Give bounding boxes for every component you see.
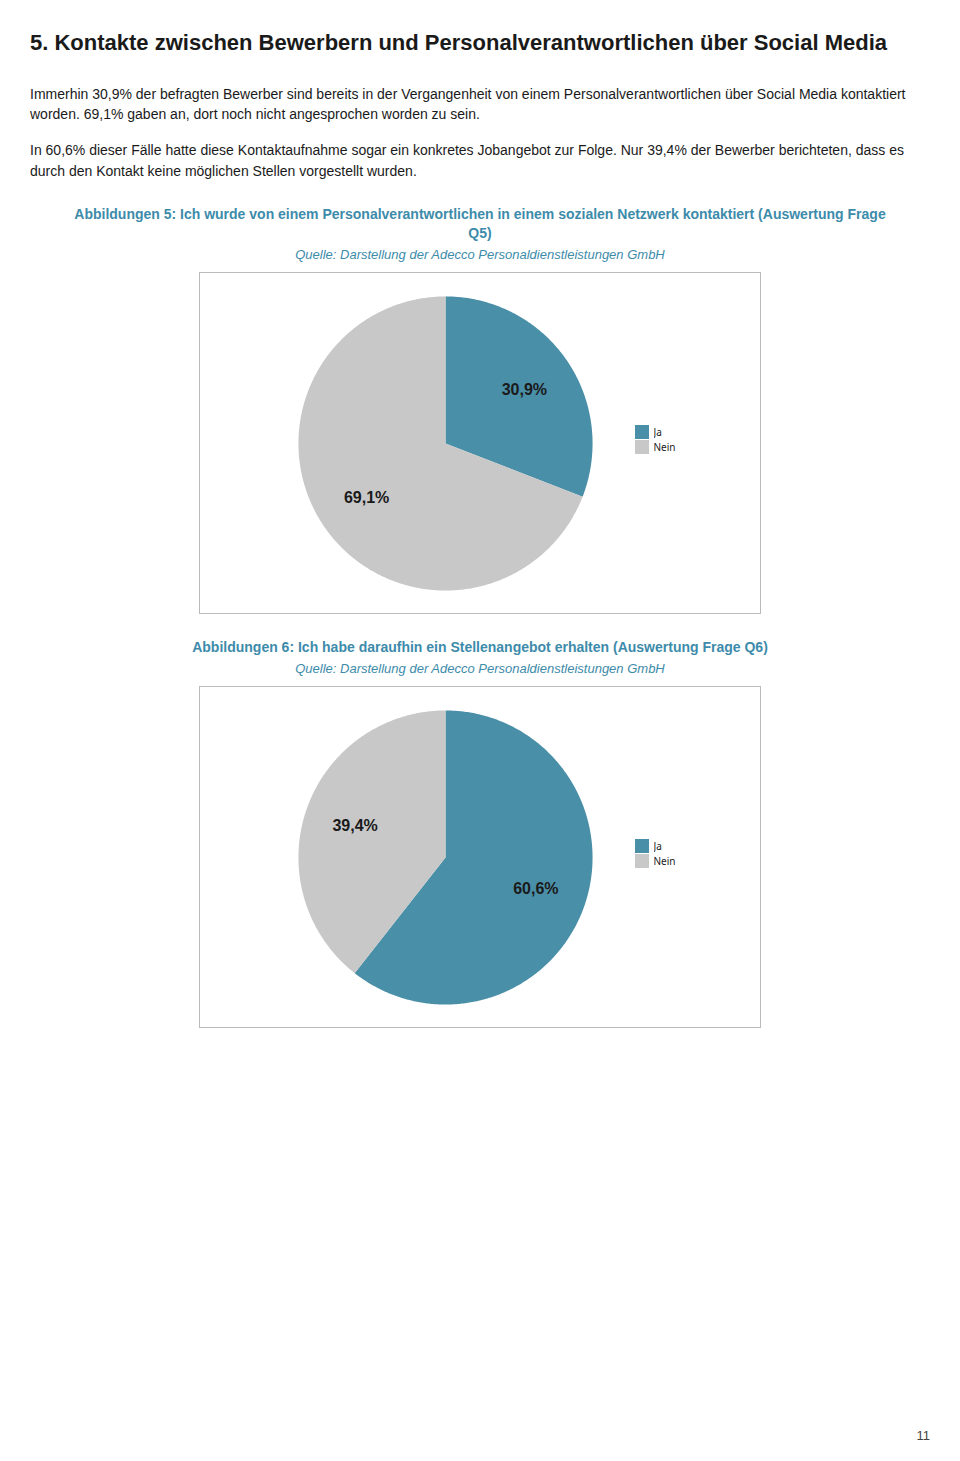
svg-text:69,1%: 69,1%: [343, 488, 388, 505]
svg-text:60,6%: 60,6%: [513, 879, 558, 896]
html-text:5. Kontakte zwischen Bewerbern: 5. Kontakte zwischen Bewerbern und Perso…: [30, 30, 887, 55]
html-text:Abbildungen 5: Ich wurde von e: Abbildungen 5: Ich wurde von einem Perso…: [74, 205, 886, 241]
html-text:Nein: Nein: [653, 854, 676, 868]
html-text:Nein: Nein: [653, 440, 676, 455]
html-text:Ja: Ja: [653, 425, 662, 440]
html-text:In 60,6% dieser Fälle hatte di: In 60,6% dieser Fälle hatte diese Kontak…: [30, 142, 904, 179]
html-text:Immerhin 30,9% der befragten B: Immerhin 30,9% der befragten Bewerber si…: [30, 85, 906, 122]
html-text:Abbildungen 6: Ich habe darauf: Abbildungen 6: Ich habe daraufhin ein St…: [192, 638, 768, 655]
html-text:Quelle: Darstellung der Adecco: Quelle: Darstellung der Adecco Personald…: [295, 660, 665, 676]
html-text:Ja: Ja: [653, 839, 662, 853]
svg-text:30,9%: 30,9%: [501, 380, 546, 397]
svg-text:39,4%: 39,4%: [332, 817, 377, 834]
html-text:Quelle: Darstellung der Adecco: Quelle: Darstellung der Adecco Personald…: [295, 246, 665, 262]
html-text:11: 11: [916, 1428, 930, 1443]
